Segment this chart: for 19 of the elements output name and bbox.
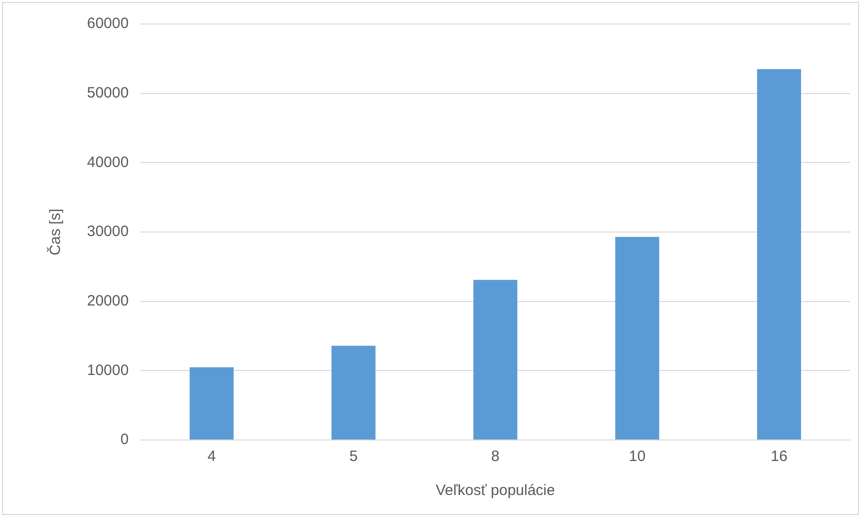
bar — [757, 69, 802, 440]
y-tick-label: 40000 — [86, 154, 129, 171]
y-tick-label: 50000 — [86, 84, 129, 102]
bar — [473, 280, 518, 440]
bar — [190, 367, 234, 440]
y-axis-title: Čas [s] — [46, 208, 64, 256]
y-tick-label: 60000 — [86, 15, 129, 32]
x-tick-label: 10 — [628, 448, 646, 466]
x-tick-label: 8 — [491, 448, 500, 466]
x-tick-label: 5 — [349, 448, 358, 466]
x-tick-label: 4 — [207, 448, 216, 466]
y-tick-label: 10000 — [86, 362, 129, 379]
y-tick-label: 0 — [120, 431, 129, 448]
x-axis-title: Veľkosť populácie — [436, 482, 555, 500]
x-tick-label: 16 — [770, 448, 788, 466]
y-tick-label: 30000 — [86, 223, 129, 240]
bar — [615, 236, 660, 440]
bar — [332, 346, 376, 440]
y-tick-label: 20000 — [86, 292, 129, 310]
